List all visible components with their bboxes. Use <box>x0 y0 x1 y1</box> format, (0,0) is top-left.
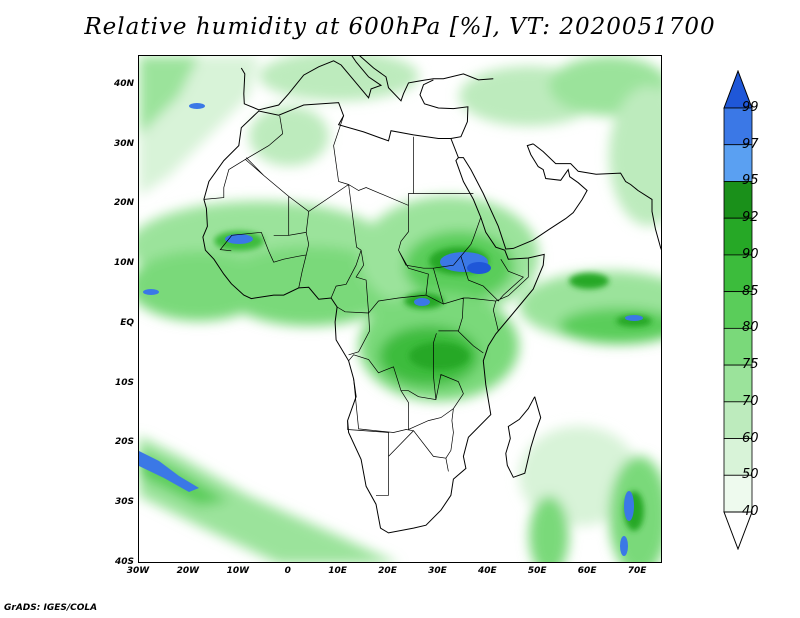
lon-tick-label: 50E <box>527 566 547 576</box>
lon-tick-label: 30E <box>428 566 447 576</box>
colorbar-level-label: 60 <box>742 430 759 446</box>
colorbar-swatch <box>723 107 753 146</box>
lon-tick-label: 30W <box>126 566 150 576</box>
lon-tick-label: 70E <box>627 566 647 576</box>
lat-tick-label: 30N <box>113 138 134 149</box>
colorbar-swatch <box>723 364 753 403</box>
lon-tick-label: 20E <box>378 566 397 576</box>
colorbar-level-label: 97 <box>742 136 759 152</box>
lat-tick-label: 20N <box>113 198 134 209</box>
map-panel <box>138 55 662 563</box>
colorbar-swatch <box>723 474 753 513</box>
colorbar-level-label: 70 <box>742 393 759 409</box>
lon-tick-label: 10W <box>226 566 250 576</box>
colorbar-level-label: 99 <box>742 100 759 115</box>
colorbar <box>723 70 753 550</box>
map-title: Relative humidity at 600hPa [%], VT: 202… <box>84 14 716 40</box>
lon-tick-label: 40E <box>477 566 497 576</box>
colorbar-swatch <box>723 181 753 219</box>
lat-tick-label: 40N <box>113 78 134 89</box>
colorbar-swatches <box>723 70 753 550</box>
lon-tick-label: 0 <box>284 566 291 576</box>
colorbar-level-label: 95 <box>742 173 759 189</box>
lat-tick-label: 10N <box>113 258 134 269</box>
colorbar-swatch <box>723 254 753 293</box>
lon-tick-label: 60E <box>577 566 597 576</box>
colorbar-bottom-arrow <box>723 511 753 550</box>
colorbar-level-label: 92 <box>742 210 759 226</box>
lat-tick-label: EQ <box>120 317 134 328</box>
colorbar-swatch <box>723 438 753 476</box>
colorbar-swatch <box>723 401 753 439</box>
lat-tick-label: 20S <box>114 437 134 448</box>
humidity-map <box>139 56 661 562</box>
colorbar-level-label: 50 <box>742 467 759 483</box>
colorbar-level-label: 85 <box>742 283 759 299</box>
colorbar-swatch <box>723 144 753 182</box>
lon-tick-label: 20W <box>176 566 200 576</box>
lon-tick-label: 10E <box>328 566 347 576</box>
humidity-shading <box>139 56 661 562</box>
colorbar-level-label: 80 <box>742 320 759 336</box>
lat-tick-label: 30S <box>114 497 134 508</box>
colorbar-level-label: 75 <box>742 357 759 373</box>
colorbar-level-label: 40 <box>742 504 759 519</box>
colorbar-swatch <box>723 217 753 256</box>
lat-tick-label: 40S <box>114 557 134 567</box>
coastlines <box>202 56 661 534</box>
saturated-areas <box>139 103 643 556</box>
colorbar-swatch <box>723 291 753 329</box>
lat-tick-label: 10S <box>114 377 134 388</box>
footer-credit: GrADS: IGES/COLA <box>4 603 98 613</box>
colorbar-level-label: 90 <box>742 246 759 262</box>
